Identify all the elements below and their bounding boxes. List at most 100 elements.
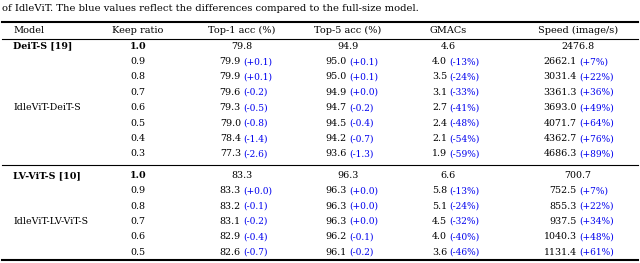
Text: 94.2: 94.2: [326, 134, 347, 143]
Text: (-0.2): (-0.2): [243, 88, 268, 97]
Text: (-0.8): (-0.8): [243, 119, 268, 128]
Text: 96.3: 96.3: [326, 217, 347, 226]
Text: 855.3: 855.3: [550, 202, 577, 211]
Text: LV-ViT-S [10]: LV-ViT-S [10]: [13, 171, 81, 180]
Text: 3693.0: 3693.0: [543, 103, 577, 112]
Text: (-54%): (-54%): [449, 134, 479, 143]
Text: 79.9: 79.9: [220, 57, 241, 66]
Text: Keep ratio: Keep ratio: [112, 26, 164, 35]
Text: 2.4: 2.4: [432, 119, 447, 128]
Text: 94.9: 94.9: [337, 42, 358, 51]
Text: (+0.0): (+0.0): [349, 88, 378, 97]
Text: 78.4: 78.4: [220, 134, 241, 143]
Text: (+0.0): (+0.0): [349, 217, 378, 226]
Text: IdleViT-DeiT-S: IdleViT-DeiT-S: [13, 103, 81, 112]
Text: 95.0: 95.0: [326, 73, 347, 82]
Text: 96.3: 96.3: [326, 186, 347, 195]
Text: (+36%): (+36%): [579, 88, 614, 97]
Text: 94.7: 94.7: [326, 103, 347, 112]
Text: (-0.1): (-0.1): [349, 232, 374, 241]
Text: (-24%): (-24%): [449, 202, 479, 211]
Text: (-24%): (-24%): [449, 73, 479, 82]
Text: 94.5: 94.5: [326, 119, 347, 128]
Text: (-32%): (-32%): [449, 217, 479, 226]
Text: of IdleViT. The blue values reflect the differences compared to the full-size mo: of IdleViT. The blue values reflect the …: [2, 4, 419, 13]
Text: (+7%): (+7%): [579, 57, 608, 66]
Text: 2.1: 2.1: [432, 134, 447, 143]
Text: 0.9: 0.9: [131, 186, 145, 195]
Text: (-46%): (-46%): [449, 248, 479, 257]
Text: 4.5: 4.5: [432, 217, 447, 226]
Text: (-33%): (-33%): [449, 88, 479, 97]
Text: (+89%): (+89%): [579, 149, 614, 158]
Text: 2476.8: 2476.8: [561, 42, 595, 51]
Text: 0.4: 0.4: [131, 134, 145, 143]
Text: 96.2: 96.2: [326, 232, 347, 241]
Text: (+0.0): (+0.0): [349, 202, 378, 211]
Text: 1.0: 1.0: [130, 171, 147, 180]
Text: Top-5 acc (%): Top-5 acc (%): [314, 26, 381, 35]
Text: 0.6: 0.6: [131, 232, 145, 241]
Text: (-0.7): (-0.7): [349, 134, 374, 143]
Text: 937.5: 937.5: [550, 217, 577, 226]
Text: 0.8: 0.8: [131, 73, 145, 82]
Text: (+22%): (+22%): [579, 73, 614, 82]
Text: 96.1: 96.1: [326, 248, 347, 257]
Text: (-2.6): (-2.6): [243, 149, 268, 158]
Text: 2.7: 2.7: [432, 103, 447, 112]
Text: (+0.1): (+0.1): [243, 73, 272, 82]
Text: 2662.1: 2662.1: [544, 57, 577, 66]
Text: 1.9: 1.9: [432, 149, 447, 158]
Text: 79.0: 79.0: [220, 119, 241, 128]
Text: 0.6: 0.6: [131, 103, 145, 112]
Text: (-59%): (-59%): [449, 149, 479, 158]
Text: 700.7: 700.7: [564, 171, 591, 180]
Text: (+61%): (+61%): [579, 248, 614, 257]
Text: 4362.7: 4362.7: [544, 134, 577, 143]
Text: Speed (image/s): Speed (image/s): [538, 26, 618, 35]
Text: (+49%): (+49%): [579, 103, 614, 112]
Text: (+0.0): (+0.0): [243, 186, 272, 195]
Text: 93.6: 93.6: [326, 149, 347, 158]
Text: 0.7: 0.7: [131, 88, 145, 97]
Text: 3361.3: 3361.3: [543, 88, 577, 97]
Text: 5.1: 5.1: [432, 202, 447, 211]
Text: (-1.4): (-1.4): [243, 134, 268, 143]
Text: 77.3: 77.3: [220, 149, 241, 158]
Text: 83.3: 83.3: [232, 171, 253, 180]
Text: 96.3: 96.3: [337, 171, 358, 180]
Text: 83.3: 83.3: [220, 186, 241, 195]
Text: 83.2: 83.2: [220, 202, 241, 211]
Text: (-13%): (-13%): [449, 186, 479, 195]
Text: (-41%): (-41%): [449, 103, 479, 112]
Text: (-48%): (-48%): [449, 119, 479, 128]
Text: 4686.3: 4686.3: [543, 149, 577, 158]
Text: (-0.7): (-0.7): [243, 248, 268, 257]
Text: Model: Model: [13, 26, 44, 35]
Text: (+7%): (+7%): [579, 186, 608, 195]
Text: 82.6: 82.6: [220, 248, 241, 257]
Text: Top-1 acc (%): Top-1 acc (%): [208, 26, 276, 35]
Text: (-0.1): (-0.1): [243, 202, 268, 211]
Text: 4071.7: 4071.7: [544, 119, 577, 128]
Text: 4.6: 4.6: [440, 42, 456, 51]
Text: GMACs: GMACs: [429, 26, 467, 35]
Text: 1040.3: 1040.3: [544, 232, 577, 241]
Text: (-0.2): (-0.2): [349, 103, 373, 112]
Text: (-13%): (-13%): [449, 57, 479, 66]
Text: 5.8: 5.8: [432, 186, 447, 195]
Text: (-0.5): (-0.5): [243, 103, 268, 112]
Text: 0.8: 0.8: [131, 202, 145, 211]
Text: 83.1: 83.1: [220, 217, 241, 226]
Text: 3.5: 3.5: [432, 73, 447, 82]
Text: DeiT-S [19]: DeiT-S [19]: [13, 42, 72, 51]
Text: 79.6: 79.6: [220, 88, 241, 97]
Text: IdleViT-LV-ViT-S: IdleViT-LV-ViT-S: [13, 217, 88, 226]
Text: 94.9: 94.9: [326, 88, 347, 97]
Text: 79.8: 79.8: [232, 42, 253, 51]
Text: (+64%): (+64%): [579, 119, 614, 128]
Text: 96.3: 96.3: [326, 202, 347, 211]
Text: (+0.1): (+0.1): [243, 57, 272, 66]
Text: (-0.4): (-0.4): [243, 232, 268, 241]
Text: (-0.4): (-0.4): [349, 119, 374, 128]
